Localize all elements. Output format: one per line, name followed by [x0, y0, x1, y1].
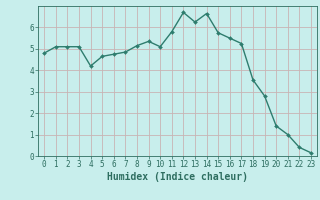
- X-axis label: Humidex (Indice chaleur): Humidex (Indice chaleur): [107, 172, 248, 182]
